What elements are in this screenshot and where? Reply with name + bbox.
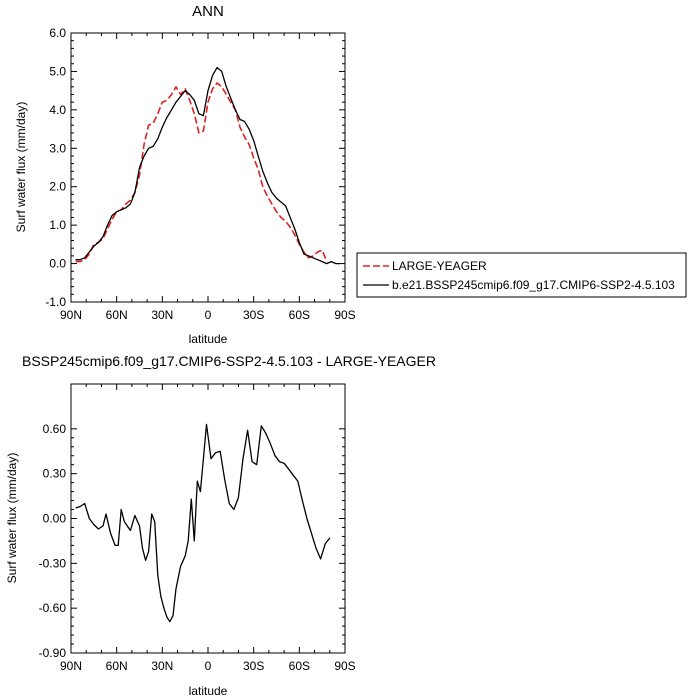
y-tick-label: 1.0 (49, 218, 66, 232)
top-chart: ANN Surf water flux (mm/day) 90N 60N 30N 0 3… (14, 3, 356, 322)
x-tick-label: 30S (243, 308, 264, 322)
x-tick-label: 30N (151, 659, 173, 673)
y-tick-label: 0.30 (43, 467, 67, 481)
y-tick-label: -0.60 (39, 601, 67, 615)
y-tick-label: 2.0 (49, 180, 66, 194)
bottom-chart-series-lines (75, 423, 331, 623)
y-tick-label: 5.0 (49, 64, 66, 78)
top-chart-ticks: 90N 60N 30N 0 30S 60S 90S -1.0 0.0 1.0 2.0 3.0 4.0 5.… (45, 26, 355, 322)
x-tick-label: 60S (289, 659, 310, 673)
y-tick-label: 0.00 (43, 512, 67, 526)
top-chart-series-lines (75, 66, 341, 265)
x-tick-label: 30S (243, 659, 264, 673)
x-tick-label: 0 (205, 659, 212, 673)
series-line-0 (75, 82, 328, 263)
x-tick-label: 60N (106, 308, 128, 322)
y-tick-label: 6.0 (49, 26, 66, 40)
top-chart-title: ANN (192, 3, 224, 20)
series-line-1 (75, 66, 341, 265)
x-tick-label: 90N (60, 659, 82, 673)
x-tick-label: 60N (106, 659, 128, 673)
y-tick-label: 3.0 (49, 141, 66, 155)
x-tick-label: 90S (334, 659, 355, 673)
legend: LARGE-YEAGER b.e21.BSSP245cmip6.f09_g17.… (356, 252, 687, 298)
top-chart-x-axis-label: latitude (189, 332, 228, 346)
bottom-chart-title: BSSP245cmip6.f09_g17.CMIP6-SSP2-4.5.103 … (22, 353, 436, 369)
x-tick-label: 30N (151, 308, 173, 322)
bottom-chart-ticks: 90N 60N 30N 0 30S 60S 90S -0.90 -0.60 -0.30 0.00 0.… (39, 384, 356, 673)
x-tick-label: 90N (60, 308, 82, 322)
bottom-chart-x-axis-label: latitude (189, 684, 228, 698)
bottom-chart-plot-frame (70, 383, 346, 654)
top-chart-plot-frame (70, 32, 346, 303)
legend-label-large-yeager: LARGE-YEAGER (392, 259, 487, 273)
y-tick-label: -0.30 (39, 556, 67, 570)
bottom-chart-y-axis-label: Surf water flux (mm/day) (5, 453, 19, 584)
x-tick-label: 90S (334, 308, 355, 322)
y-tick-label: 0.60 (43, 422, 67, 436)
legend-box (356, 252, 687, 298)
bottom-chart: BSSP245cmip6.f09_g17.CMIP6-SSP2-4.5.103 … (5, 353, 436, 698)
y-tick-label: 0.0 (49, 257, 66, 271)
x-tick-label: 60S (289, 308, 310, 322)
top-chart-y-axis-label: Surf water flux (mm/day) (14, 102, 28, 233)
series-line-0 (75, 423, 331, 623)
y-tick-label: 4.0 (49, 103, 66, 117)
x-tick-label: 0 (205, 308, 212, 322)
y-tick-label: -1.0 (45, 295, 66, 309)
y-tick-label: -0.90 (39, 646, 67, 660)
legend-label-cesm: b.e21.BSSP245cmip6.f09_g17.CMIP6-SSP2-4.… (392, 278, 675, 292)
